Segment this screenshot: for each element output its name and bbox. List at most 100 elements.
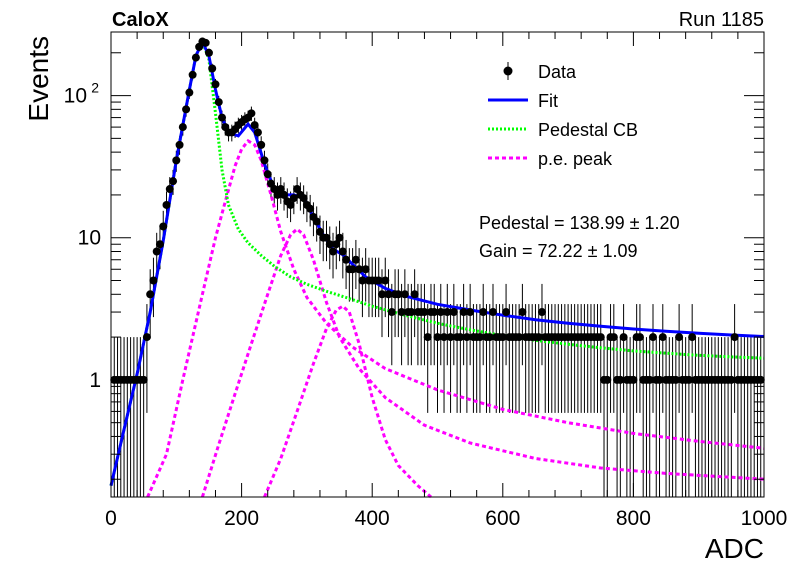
data-point <box>675 333 684 342</box>
data-point <box>658 333 667 342</box>
data-point <box>397 308 406 317</box>
data-point <box>169 177 178 186</box>
data-point <box>400 290 409 299</box>
data-point <box>315 227 324 236</box>
pedestal-err: 1.20 <box>645 213 680 233</box>
data-point <box>335 233 344 242</box>
data-point <box>355 265 364 274</box>
data-point <box>159 222 168 231</box>
data-point <box>619 333 628 342</box>
pedestal-cb-curve <box>109 37 765 487</box>
data-point <box>518 308 527 317</box>
legend-label: p.e. peak <box>538 149 613 169</box>
data-point <box>338 247 347 256</box>
data-point <box>609 333 618 342</box>
data-point <box>596 333 605 342</box>
data-point <box>306 204 315 213</box>
x-tick-label: 400 <box>355 507 390 530</box>
data-point <box>325 240 334 249</box>
data-point <box>270 185 279 194</box>
x-axis-ticks: 0 200 400 600 800 1000 <box>105 32 787 530</box>
data-point <box>214 98 223 107</box>
data-point <box>289 194 298 203</box>
data-point <box>247 109 256 118</box>
data-point <box>152 247 161 256</box>
legend-marker <box>503 66 513 76</box>
legend: Data Fit Pedestal CB p.e. peak <box>488 62 638 169</box>
data-point <box>645 375 654 384</box>
data-point <box>440 333 449 342</box>
data-point <box>648 333 657 342</box>
data-point <box>387 308 396 317</box>
legend-label: Fit <box>538 91 558 111</box>
data-point <box>286 200 295 209</box>
data-point <box>436 308 445 317</box>
x-tick-label: 600 <box>485 507 520 530</box>
y-tick-exponent: 2 <box>91 80 99 96</box>
pedestal-text: Pedestal = 138.99 <box>479 213 625 233</box>
data-point <box>155 240 164 249</box>
data-point <box>201 38 210 47</box>
data-point <box>475 333 484 342</box>
data-point <box>149 276 158 285</box>
gain-pm: ± <box>588 241 598 261</box>
data-point <box>466 308 475 317</box>
chart-title-right: Run 1185 <box>679 9 764 31</box>
pe-peak-curves <box>146 138 765 499</box>
data-point <box>257 140 266 149</box>
y-tick-label: 10 <box>64 85 87 108</box>
data-point <box>479 308 488 317</box>
data-point <box>188 70 197 79</box>
pedestal-cb-curve-group <box>109 37 765 487</box>
data-point <box>172 156 181 165</box>
data-point <box>443 308 452 317</box>
fit-annotation-pedestal: Pedestal = 138.99 ± 1.20 <box>479 213 680 233</box>
data-point <box>165 185 174 194</box>
data-point <box>534 333 543 342</box>
data-point <box>182 105 191 114</box>
data-point <box>253 128 262 137</box>
data-point <box>449 308 458 317</box>
data-point <box>485 333 494 342</box>
data-point <box>191 53 200 62</box>
data-point <box>515 333 524 342</box>
data-point <box>276 185 285 194</box>
pedestal-pm: ± <box>630 213 640 233</box>
data-point <box>456 333 465 342</box>
plot-frame <box>110 31 765 498</box>
data-point <box>204 48 213 57</box>
data-point <box>446 333 455 342</box>
data-points <box>110 37 765 384</box>
data-point <box>498 333 507 342</box>
x-tick-label: 800 <box>616 507 651 530</box>
data-point <box>175 140 184 149</box>
data-point <box>211 80 220 89</box>
y-axis-label: Events <box>23 36 54 122</box>
data-point <box>616 375 625 384</box>
data-point <box>260 156 269 165</box>
data-point <box>489 308 498 317</box>
data-point <box>433 333 442 342</box>
data-point <box>410 290 419 299</box>
data-point <box>635 333 644 342</box>
data-point <box>358 276 367 285</box>
x-axis-label: ADC <box>705 533 764 564</box>
x-tick-label: 1000 <box>741 507 788 530</box>
data-point <box>139 375 148 384</box>
data-point <box>537 308 546 317</box>
data-point <box>208 64 217 73</box>
data-point <box>162 200 171 209</box>
data-point <box>332 240 341 249</box>
svg-text:Pedestal = 138.99 ±: Pedestal = 138.99 ± 1.20 <box>479 213 680 233</box>
data-point <box>727 375 736 384</box>
legend-label: Pedestal CB <box>538 120 638 140</box>
data-point <box>377 290 386 299</box>
data-point <box>293 185 302 194</box>
data-point <box>430 308 439 317</box>
data-point <box>684 375 693 384</box>
data-point <box>299 194 308 203</box>
data-point <box>730 333 739 342</box>
data-point <box>142 333 151 342</box>
data-point <box>218 113 227 122</box>
